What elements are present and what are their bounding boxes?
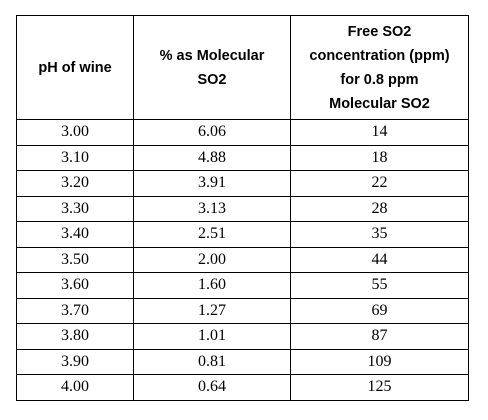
table-cell: 22 bbox=[290, 170, 469, 197]
table-cell: 3.30 bbox=[16, 195, 134, 222]
table-cell: 3.20 bbox=[16, 170, 134, 197]
table-cell: 44 bbox=[290, 246, 469, 273]
table-cell: 3.13 bbox=[133, 195, 291, 222]
header-cell: pH of wine bbox=[16, 15, 134, 120]
header-line: concentration (ppm) bbox=[309, 47, 450, 64]
table-cell: 2.51 bbox=[133, 221, 291, 248]
header-line: % as Molecular bbox=[159, 47, 265, 64]
table-row: 3.50 2.00 44 bbox=[16, 246, 469, 273]
table-cell: 3.70 bbox=[16, 297, 134, 324]
header-cell: % as Molecular SO2 bbox=[133, 15, 291, 120]
table-row: 3.10 4.88 18 bbox=[16, 144, 469, 171]
table-cell: 4.88 bbox=[133, 144, 291, 171]
table-row: 3.30 3.13 28 bbox=[16, 195, 469, 222]
header-line: for 0.8 ppm bbox=[340, 71, 419, 88]
table-cell: 3.80 bbox=[16, 323, 134, 350]
table-row: 3.40 2.51 35 bbox=[16, 221, 469, 248]
table-cell: 1.27 bbox=[133, 297, 291, 324]
table-cell: 35 bbox=[290, 221, 469, 248]
table-row: 3.00 6.06 14 bbox=[16, 119, 469, 146]
header-row: pH of wine % as Molecular SO2 Free SO2 conce… bbox=[16, 15, 469, 120]
table-cell: 3.40 bbox=[16, 221, 134, 248]
header-line: SO2 bbox=[197, 71, 227, 88]
table-cell: 14 bbox=[290, 119, 469, 146]
data-table: pH of wine % as Molecular SO2 Free SO2 conce… bbox=[16, 15, 469, 401]
table-cell: 109 bbox=[290, 348, 469, 375]
table-cell: 125 bbox=[290, 374, 469, 401]
table-row: 3.20 3.91 22 bbox=[16, 170, 469, 197]
table-cell: 0.64 bbox=[133, 374, 291, 401]
table-cell: 2.00 bbox=[133, 246, 291, 273]
table-row: 4.00 0.64 125 bbox=[16, 374, 469, 401]
table-body: 3.00 6.06 14 3.10 4.88 18 3.20 3.91 22 3.30 3.13 28… bbox=[16, 119, 469, 401]
header-line: Molecular SO2 bbox=[329, 95, 430, 112]
table-cell: 69 bbox=[290, 297, 469, 324]
table-row: 3.90 0.81 109 bbox=[16, 348, 469, 375]
table-cell: 0.81 bbox=[133, 348, 291, 375]
table-cell: 6.06 bbox=[133, 119, 291, 146]
table-cell: 3.00 bbox=[16, 119, 134, 146]
table-row: 3.70 1.27 69 bbox=[16, 297, 469, 324]
table-cell: 55 bbox=[290, 272, 469, 299]
table-row: 3.80 1.01 87 bbox=[16, 323, 469, 350]
header-line: Free SO2 bbox=[347, 23, 412, 40]
table-row: 3.60 1.60 55 bbox=[16, 272, 469, 299]
header-line: pH of wine bbox=[38, 59, 112, 76]
table-cell: 1.60 bbox=[133, 272, 291, 299]
table-cell: 28 bbox=[290, 195, 469, 222]
table-cell: 3.10 bbox=[16, 144, 134, 171]
table-header: pH of wine % as Molecular SO2 Free SO2 conce… bbox=[16, 15, 469, 120]
table-cell: 3.60 bbox=[16, 272, 134, 299]
table-cell: 18 bbox=[290, 144, 469, 171]
table-cell: 3.50 bbox=[16, 246, 134, 273]
table-cell: 3.90 bbox=[16, 348, 134, 375]
table-cell: 3.91 bbox=[133, 170, 291, 197]
table-cell: 1.01 bbox=[133, 323, 291, 350]
header-cell: Free SO2 concentration (ppm) for 0.8 ppm Mo… bbox=[290, 15, 469, 120]
table-cell: 4.00 bbox=[16, 374, 134, 401]
table-cell: 87 bbox=[290, 323, 469, 350]
